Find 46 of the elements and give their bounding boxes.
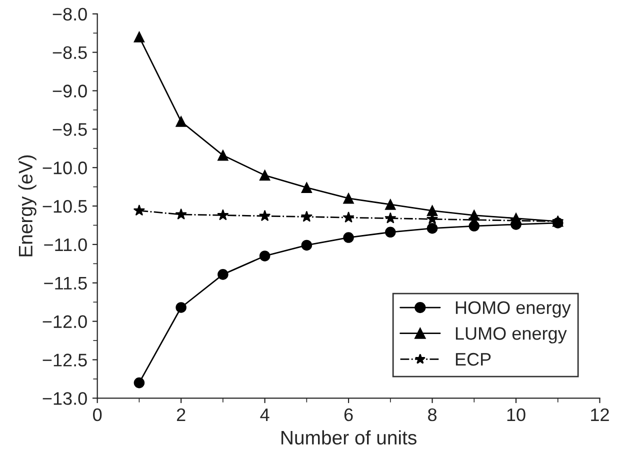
legend-label: ECP bbox=[456, 352, 491, 366]
y-tick-label: −9.5 bbox=[52, 123, 87, 136]
point bbox=[175, 208, 187, 220]
point bbox=[218, 150, 228, 161]
point bbox=[133, 204, 146, 216]
point bbox=[384, 212, 396, 224]
x-tick-label: 8 bbox=[428, 408, 437, 422]
x-tick-label: 0 bbox=[93, 408, 102, 422]
x-axis-title: Number of units bbox=[282, 430, 416, 445]
point bbox=[259, 250, 270, 262]
x-tick-label: 2 bbox=[176, 408, 186, 421]
point bbox=[426, 222, 438, 234]
x-tick-label: 6 bbox=[344, 408, 353, 422]
y-axis-title: Energy (eV) bbox=[18, 155, 36, 256]
y-tick-label: −11.0 bbox=[44, 238, 87, 252]
y-tick-label: −9.0 bbox=[52, 84, 87, 98]
y-tick-label: −12.5 bbox=[42, 354, 87, 366]
point bbox=[134, 32, 145, 42]
y-tick-label: −10.5 bbox=[42, 200, 87, 213]
point bbox=[301, 182, 312, 193]
point bbox=[426, 205, 438, 216]
point bbox=[301, 240, 312, 251]
point bbox=[134, 377, 145, 388]
point bbox=[342, 211, 354, 223]
y-tick-label: −8.5 bbox=[52, 46, 87, 60]
point bbox=[259, 170, 270, 181]
y-tick-label: −8.0 bbox=[52, 8, 87, 21]
point bbox=[300, 210, 312, 222]
point bbox=[218, 269, 228, 280]
point bbox=[176, 302, 186, 313]
y-tick-label: −11.5 bbox=[44, 277, 87, 290]
y-tick-label: −13.0 bbox=[42, 392, 87, 405]
y-tick-label: −12.0 bbox=[42, 315, 87, 328]
x-tick-label: 12 bbox=[591, 408, 609, 421]
point bbox=[343, 192, 354, 204]
x-tick-label: 4 bbox=[260, 408, 270, 421]
point bbox=[385, 199, 396, 210]
legend-label: LUMO energy bbox=[456, 327, 567, 344]
point bbox=[176, 116, 186, 127]
point bbox=[343, 232, 354, 243]
x-tick-label: 10 bbox=[507, 408, 526, 422]
point bbox=[217, 209, 229, 220]
point bbox=[259, 210, 271, 222]
point bbox=[385, 226, 396, 238]
legend-label: HOMO energy bbox=[456, 301, 571, 318]
y-tick-label: −10.0 bbox=[42, 162, 87, 174]
